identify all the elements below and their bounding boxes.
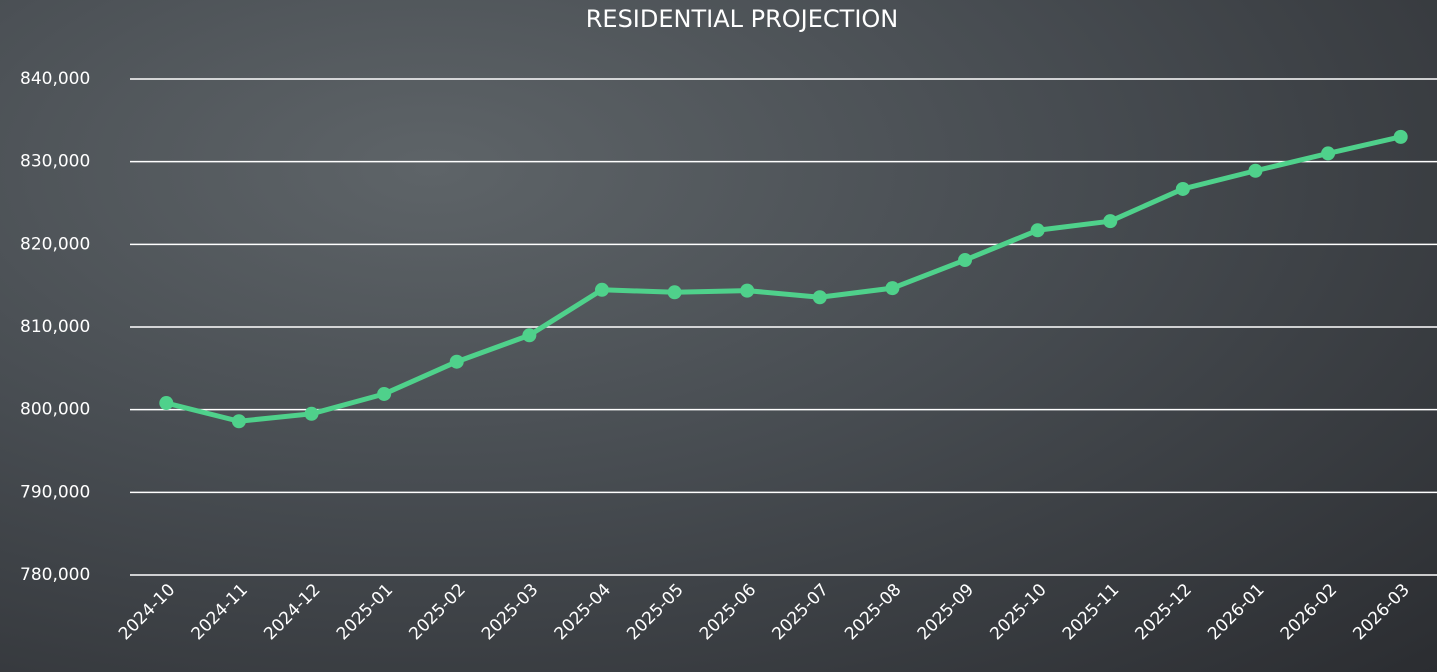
x-tick-label: 2024-11	[188, 580, 252, 644]
x-tick-label: 2025-06	[696, 580, 760, 644]
point-marker	[159, 396, 174, 411]
x-tick-label: 2025-10	[986, 580, 1050, 644]
point-marker	[1030, 223, 1045, 238]
point-marker	[812, 290, 827, 305]
point-marker	[667, 285, 682, 300]
point-marker	[885, 281, 900, 296]
point-marker	[594, 282, 609, 297]
point-marker	[958, 253, 973, 268]
point-marker	[740, 283, 755, 298]
x-tick-label: 2026-01	[1204, 580, 1268, 644]
x-tick-label: 2025-02	[405, 580, 469, 644]
x-tick-label: 2024-10	[115, 580, 179, 644]
x-tick-label: 2025-04	[551, 580, 615, 644]
x-tick-label: 2025-01	[333, 580, 397, 644]
point-marker	[304, 406, 319, 421]
point-marker	[377, 386, 392, 401]
x-tick-label: 2025-09	[914, 580, 978, 644]
point-marker	[522, 328, 537, 343]
y-tick-label: 790,000	[20, 482, 90, 502]
x-tick-label: 2025-12	[1132, 580, 1196, 644]
y-tick-label: 810,000	[20, 317, 90, 337]
x-tick-label: 2025-08	[841, 580, 905, 644]
y-tick-label: 780,000	[20, 565, 90, 585]
point-marker	[1248, 163, 1263, 178]
y-tick-label: 830,000	[20, 152, 90, 172]
x-tick-label: 2025-03	[478, 580, 542, 644]
point-marker	[1103, 214, 1118, 229]
y-tick-label: 820,000	[20, 234, 90, 254]
series-line	[165, 134, 1402, 424]
x-tick-label: 2026-03	[1349, 580, 1413, 644]
x-tick-label: 2026-02	[1277, 580, 1341, 644]
point-marker	[231, 414, 246, 429]
y-tick-label: 840,000	[20, 69, 90, 89]
point-marker	[1175, 181, 1190, 196]
point-marker	[1321, 146, 1336, 161]
x-tick-label: 2025-11	[1059, 580, 1123, 644]
point-marker	[1393, 129, 1408, 144]
chart-title: RESIDENTIAL PROJECTION	[586, 5, 899, 33]
y-tick-label: 800,000	[20, 400, 90, 420]
point-marker	[449, 354, 464, 369]
x-tick-label: 2024-12	[260, 580, 324, 644]
x-tick-label: 2025-05	[623, 580, 687, 644]
x-tick-label: 2025-07	[769, 580, 833, 644]
